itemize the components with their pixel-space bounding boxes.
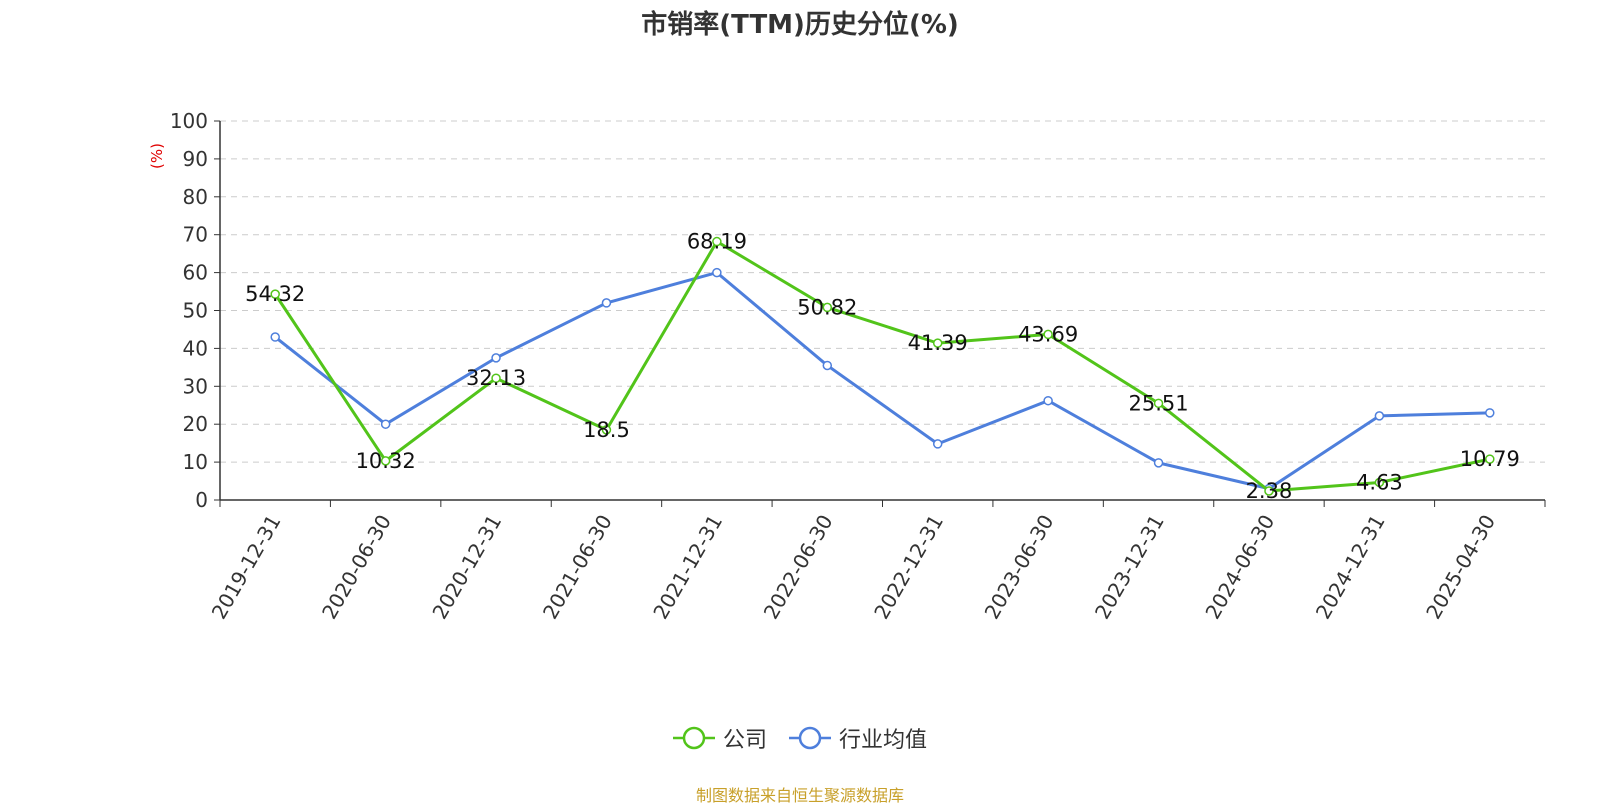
legend: 公司 行业均值: [0, 722, 1600, 754]
data-point: [491, 353, 501, 363]
data-point: [1153, 458, 1164, 468]
legend-symbol: [789, 726, 831, 750]
data-point: [601, 425, 612, 435]
data-label: 50.82: [797, 295, 857, 319]
y-tick-label: 100: [170, 109, 208, 133]
source-note: 制图数据来自恒生聚源数据库: [695, 786, 904, 805]
legend-item[interactable]: 行业均值: [789, 722, 927, 754]
series-line: [273, 240, 1491, 493]
legend-symbol: [672, 726, 715, 750]
data-point: [932, 338, 943, 348]
x-tick-label: 2023-06-30: [980, 511, 1059, 624]
y-tick-label: 30: [183, 374, 208, 398]
data-label: 10.32: [356, 449, 416, 473]
data-label: 32.13: [466, 366, 526, 390]
data-point: [1485, 408, 1495, 418]
x-tick-label: 2022-06-30: [759, 511, 838, 624]
data-point: [822, 360, 833, 371]
data-point: [491, 373, 501, 383]
data-label: 25.51: [1128, 391, 1188, 415]
x-tick-label: 2020-12-31: [427, 511, 506, 624]
x-tick-label: 2025-04-30: [1421, 511, 1500, 624]
legend-item[interactable]: 公司: [672, 722, 767, 754]
x-tick-label: 2024-06-30: [1200, 511, 1279, 624]
x-tick-label: 2023-12-31: [1090, 511, 1169, 624]
data-point: [601, 298, 612, 308]
x-tick-label: 2024-12-31: [1311, 511, 1390, 624]
y-tick-label: 10: [183, 450, 208, 474]
data-label: 43.69: [1018, 322, 1078, 346]
data-point: [822, 302, 833, 313]
x-tick-label: 2021-06-30: [538, 511, 617, 624]
x-tick-label: 2019-12-31: [207, 511, 286, 624]
data-label: 2.38: [1246, 479, 1293, 503]
data-label: 68.19: [687, 230, 747, 254]
y-axis-label: (%): [148, 143, 166, 169]
data-point: [270, 332, 280, 342]
data-point: [712, 236, 722, 247]
data-point: [1043, 395, 1053, 406]
data-point: [270, 289, 280, 299]
x-tick-label: 2021-12-31: [648, 511, 727, 624]
data-point: [1374, 411, 1385, 421]
data-point: [932, 439, 943, 449]
data-label: 18.5: [583, 418, 630, 442]
y-tick-label: 80: [183, 185, 208, 209]
data-point: [1485, 454, 1495, 464]
x-tick-label: 2020-06-30: [317, 511, 396, 624]
legend-label: 公司: [722, 728, 767, 753]
data-point: [1153, 398, 1164, 409]
data-label: 10.79: [1460, 447, 1520, 471]
y-tick-label: 40: [183, 336, 208, 360]
data-point: [1264, 486, 1274, 496]
x-tick-label: 2022-12-31: [869, 511, 948, 624]
data-point: [1374, 477, 1385, 488]
series-line: [274, 271, 1490, 491]
y-tick-label: 20: [183, 412, 208, 436]
y-tick-label: 70: [183, 223, 208, 247]
data-point: [380, 419, 391, 429]
legend-label: 行业均值: [839, 728, 928, 753]
data-label: 54.32: [245, 282, 305, 306]
data-point: [1043, 329, 1053, 340]
data-label: 41.39: [908, 331, 968, 355]
y-tick-label: 90: [183, 147, 208, 171]
chart-title: 市销率(TTM)历史分位(%): [641, 10, 959, 40]
y-tick-label: 60: [183, 261, 208, 285]
y-tick-label: 0: [195, 488, 208, 512]
data-label: 4.63: [1356, 470, 1403, 494]
data-point: [712, 267, 722, 278]
y-tick-label: 50: [183, 299, 208, 323]
data-point: [380, 456, 391, 466]
